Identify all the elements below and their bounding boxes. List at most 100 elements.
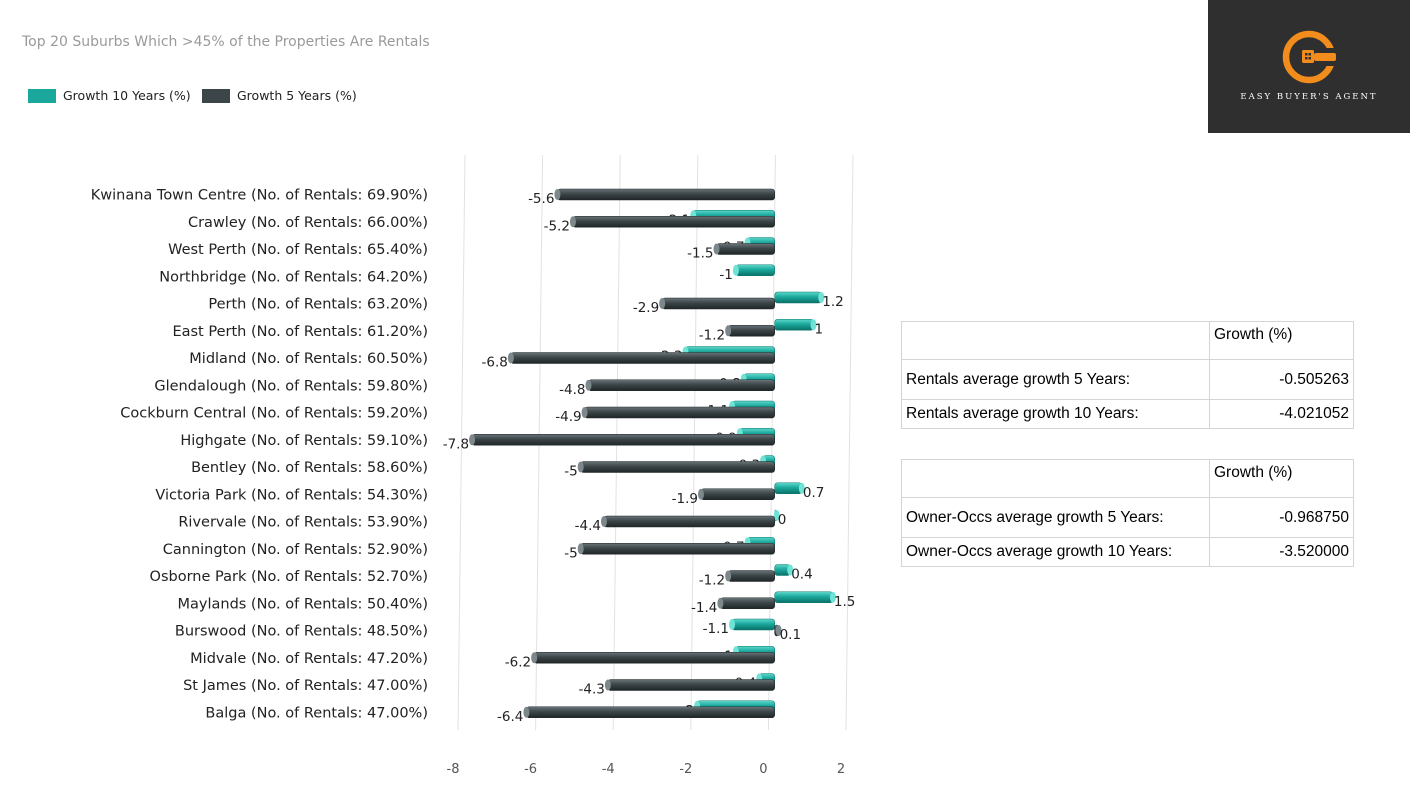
bar-cap <box>523 706 530 718</box>
easy-buyers-agent-logo: EASY BUYER'S AGENT <box>1208 0 1410 133</box>
bar <box>700 488 775 501</box>
bar <box>572 215 775 228</box>
bar-cap <box>569 216 576 228</box>
category-label: Victoria Park (No. of Rentals: 54.30%) <box>155 487 428 503</box>
bar-cap <box>798 482 805 494</box>
bar-cap <box>829 591 836 603</box>
category-label: Highgate (No. of Rentals: 59.10%) <box>180 433 428 449</box>
rentals-10yr-label: Rentals average growth 10 Years: <box>901 399 1210 429</box>
data-label: -5.6 <box>528 191 554 207</box>
legend-item-5-years[interactable]: Growth 5 Years (%) <box>202 88 357 103</box>
bar <box>533 651 776 664</box>
bar-cap <box>659 298 666 309</box>
gridline <box>845 154 854 731</box>
bar <box>584 406 776 419</box>
bar <box>774 291 822 304</box>
category-label: Balga (No. of Rentals: 47.00%) <box>205 705 428 721</box>
bar <box>510 352 775 364</box>
data-label: -6.8 <box>482 355 508 371</box>
rentals-5yr-label: Rentals average growth 5 Years: <box>901 359 1210 400</box>
category-label: Cockburn Central (No. of Rentals: 59.20%… <box>120 406 428 422</box>
bar-cap <box>725 325 732 337</box>
x-tick-label: 2 <box>837 762 845 777</box>
data-label: -1.1 <box>703 621 729 637</box>
legend-swatch-5-years <box>202 88 230 103</box>
rentals-10yr-value: -4.021052 <box>1209 399 1354 429</box>
bar-cap <box>717 597 724 609</box>
category-label: Maylands (No. of Rentals: 50.40%) <box>177 596 428 612</box>
bar <box>774 482 803 495</box>
bar-cap <box>554 189 561 200</box>
bar <box>603 515 775 528</box>
category-label: Midvale (No. of Rentals: 47.20%) <box>190 651 428 667</box>
owners-5yr-label: Owner-Occs average growth 5 Years: <box>901 497 1210 538</box>
bar-cap <box>775 625 782 636</box>
data-label: -4.8 <box>559 382 585 398</box>
owner-occs-growth-table: Growth (%) Owner-Occs average growth 5 Y… <box>901 459 1354 567</box>
data-label: -1.4 <box>691 600 717 616</box>
data-label: -1 <box>719 267 732 283</box>
bar-cap <box>697 488 704 500</box>
bar <box>731 618 776 631</box>
bar <box>471 433 776 446</box>
data-label: -6.2 <box>505 654 531 670</box>
table-row: Rentals average growth 5 Years: -0.50526… <box>901 359 1354 400</box>
table-row: Rentals average growth 10 Years: -4.0210… <box>901 399 1354 429</box>
category-label: Glendalough (No. of Rentals: 59.80%) <box>154 378 428 394</box>
bar <box>588 379 776 392</box>
bar <box>735 264 776 277</box>
category-label: Burswood (No. of Rentals: 48.50%) <box>175 624 428 640</box>
data-label: -5 <box>564 464 577 480</box>
bar-cap <box>810 319 817 331</box>
category-label: St James (No. of Rentals: 47.00%) <box>183 678 428 694</box>
data-label: -5.2 <box>544 218 570 234</box>
bar <box>661 297 775 310</box>
rentals-5yr-value: -0.505263 <box>1209 359 1354 400</box>
bar <box>607 679 775 691</box>
rentals-table-header: Growth (%) <box>1209 321 1354 360</box>
table-row: Owner-Occs average growth 10 Years: -3.5… <box>901 537 1354 567</box>
owners-10yr-label: Owner-Occs average growth 10 Years: <box>901 537 1210 567</box>
x-tick-label: -2 <box>679 762 692 777</box>
x-tick-label: -8 <box>447 762 460 777</box>
category-label: Bentley (No. of Rentals: 58.60%) <box>191 460 428 476</box>
bar-cap <box>577 461 584 473</box>
bar-cap <box>581 407 588 418</box>
bar <box>526 706 776 719</box>
bar-cap <box>787 564 794 576</box>
bar-cap <box>818 292 825 303</box>
bar-cap <box>604 679 611 691</box>
category-label: Osborne Park (No. of Rentals: 52.70%) <box>150 569 428 585</box>
bar <box>774 591 834 604</box>
x-tick-label: 0 <box>759 762 767 777</box>
category-label: Midland (No. of Rentals: 60.50%) <box>189 351 428 367</box>
data-label: -5 <box>564 545 577 561</box>
data-label: 1.5 <box>834 594 855 610</box>
bar <box>720 597 776 610</box>
owners-5yr-value: -0.968750 <box>1209 497 1354 538</box>
bar-cap <box>713 243 720 255</box>
data-label: 0 <box>778 512 787 528</box>
bar <box>774 318 814 331</box>
data-label: -1.2 <box>699 327 725 343</box>
bar <box>580 542 776 555</box>
data-label: -7.8 <box>443 436 469 452</box>
category-label: Crawley (No. of Rentals: 66.00%) <box>188 215 428 231</box>
bar-cap <box>732 264 739 276</box>
gridline <box>457 154 466 731</box>
category-label: Perth (No. of Rentals: 63.20%) <box>208 297 428 313</box>
data-label: -1.5 <box>687 246 713 262</box>
chart-title: Top 20 Suburbs Which >45% of the Propert… <box>22 34 430 50</box>
rentals-growth-table: Growth (%) Rentals average growth 5 Year… <box>901 321 1354 429</box>
bar-cap <box>585 379 592 391</box>
bar-cap <box>469 434 476 446</box>
legend-item-10-years[interactable]: Growth 10 Years (%) <box>28 88 191 103</box>
bar-cap <box>531 652 538 664</box>
logo-mark-icon <box>1282 30 1342 84</box>
bar-cap <box>729 619 736 630</box>
data-label: 1 <box>815 321 824 337</box>
data-label: -1.9 <box>672 491 698 507</box>
category-label: Rivervale (No. of Rentals: 53.90%) <box>178 515 428 531</box>
owners-table-header: Growth (%) <box>1209 459 1354 498</box>
owners-10yr-value: -3.520000 <box>1209 537 1354 567</box>
